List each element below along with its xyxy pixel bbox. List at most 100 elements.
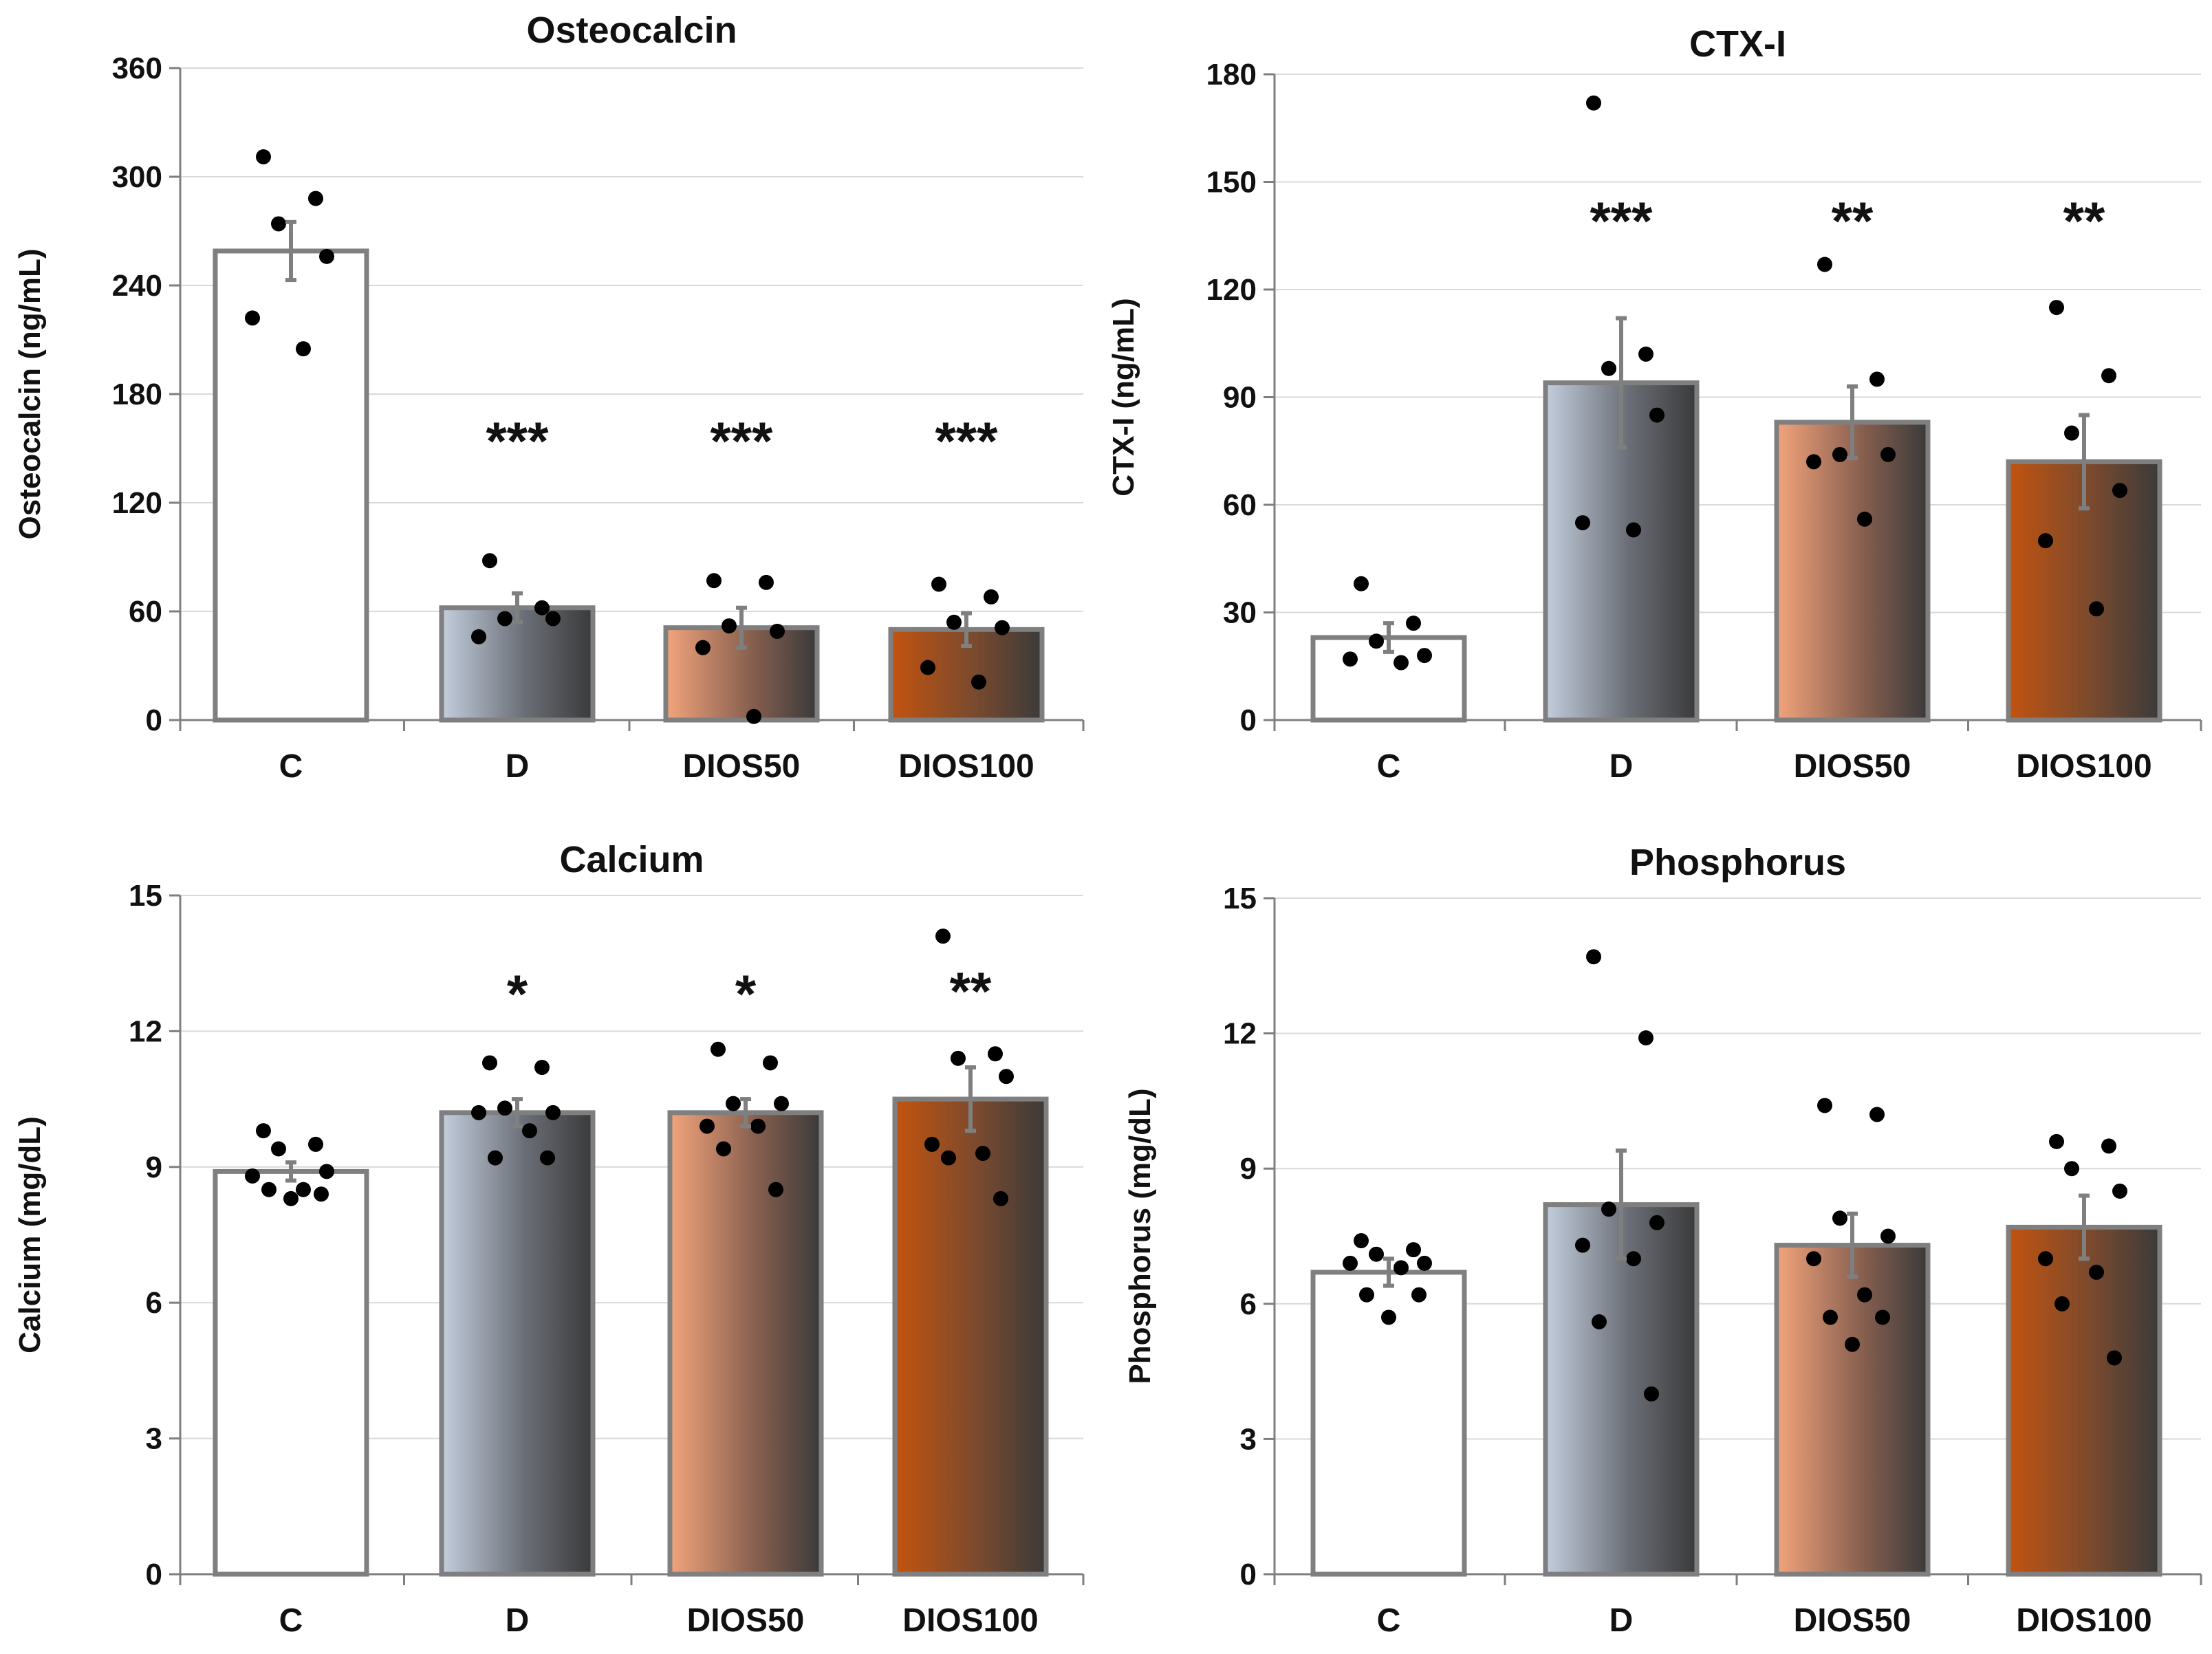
data-point [770,623,785,639]
data-point [1817,1098,1832,1113]
data-point [1626,522,1641,538]
data-point [768,1182,783,1197]
data-point [482,553,497,569]
data-point [2064,1161,2079,1177]
data-point [984,589,999,605]
category-label: DIOS50 [683,748,801,785]
y-tick-label: 12 [129,1014,162,1048]
category-label: C [279,1602,303,1639]
y-tick-label: 6 [146,1286,162,1320]
data-point [2038,1251,2053,1267]
data-point [1649,1215,1665,1230]
data-point [245,310,260,326]
data-point [2049,300,2064,316]
data-point [1343,651,1358,667]
data-point [920,660,935,675]
data-point [995,620,1010,635]
data-point [308,191,323,206]
category-label: DIOS50 [1794,1602,1911,1639]
y-tick-label: 0 [146,1558,162,1591]
bar-dios50 [1774,1243,1931,1577]
category-label: DIOS100 [2016,748,2151,785]
data-point [1369,633,1384,649]
y-tick-label: 360 [112,52,162,85]
data-point [941,1150,956,1166]
y-tick-label: 90 [1223,381,1257,415]
data-point [314,1186,329,1202]
y-tick-label: 12 [1223,1017,1257,1051]
data-point [1817,257,1832,272]
data-point [1575,1237,1590,1253]
bar-dios100 [892,1096,1049,1577]
y-tick-label: 3 [1240,1422,1257,1456]
data-point [534,600,550,616]
bar-d [439,1110,596,1577]
y-tick-label: 180 [1206,58,1257,91]
data-point [2038,533,2053,549]
significance-label: *** [486,411,549,471]
category-label: D [1609,1602,1634,1639]
y-tick-label: 120 [112,486,162,520]
data-point [750,1118,766,1134]
significance-label: *** [935,411,998,471]
category-label: D [506,1602,530,1639]
significance-label: * [507,964,528,1024]
y-tick-label: 0 [1240,1558,1257,1591]
data-point [1394,1260,1409,1276]
data-point [2112,1183,2127,1199]
data-point [256,1123,271,1139]
data-point [1601,1201,1616,1217]
data-point [1649,407,1665,423]
data-point [2054,1296,2070,1312]
data-point [1586,95,1601,111]
data-point [2089,601,2104,617]
data-point [946,614,962,630]
data-point [716,1141,731,1157]
data-point [261,1182,276,1197]
y-tick-label: 0 [146,704,162,737]
y-tick-label: 9 [146,1151,162,1184]
data-point [522,1123,537,1139]
data-point [1857,1287,1872,1303]
data-point [1806,454,1821,470]
data-point [931,576,946,592]
data-point [308,1136,323,1152]
significance-label: *** [1590,191,1653,251]
y-tick-label: 60 [129,595,162,629]
data-point [2101,1138,2116,1154]
data-point [1354,1233,1369,1249]
category-label: D [1609,748,1634,785]
significance-label: ** [950,961,992,1021]
significance-label: ** [1832,191,1874,251]
phosphorus-chart: 0 3 6 9 12 15 C D DIOS50 DIOS100 Phosphorus Phospho… [1123,842,2202,1639]
data-point [711,1041,726,1057]
data-point [759,574,774,590]
data-point [975,1146,990,1162]
y-tick-label: 300 [112,160,162,194]
data-point [1381,1309,1396,1325]
data-point [2112,483,2127,499]
data-point [488,1150,503,1166]
category-label: DIOS50 [1794,748,1911,785]
data-point [1575,515,1590,531]
y-tick-label: 3 [146,1422,162,1456]
data-point [951,1050,966,1066]
category-label: C [279,748,303,785]
bar-dios50 [667,1110,824,1577]
data-point [1638,1030,1653,1046]
category-label: D [506,748,530,785]
y-tick-label: 120 [1206,273,1257,307]
data-point [271,1141,286,1157]
significance-label: * [735,964,757,1024]
chart-title: Calcium [559,839,704,880]
data-point [256,149,271,165]
category-label: DIOS100 [2016,1602,2151,1639]
category-label: DIOS50 [687,1602,805,1639]
y-tick-label: 6 [1240,1287,1257,1321]
data-point [545,1105,561,1120]
data-point [722,618,737,634]
data-point [999,1069,1014,1085]
data-point [319,1164,334,1179]
